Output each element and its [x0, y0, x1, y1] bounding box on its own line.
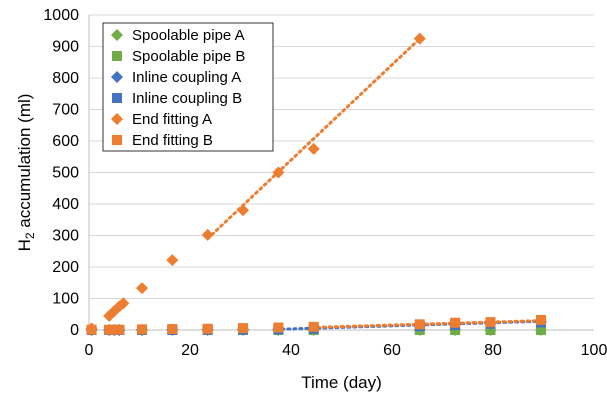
legend-label: End fitting A: [132, 111, 212, 128]
legend-marker: [112, 93, 122, 103]
legend-label: Spoolable pipe B: [132, 48, 245, 65]
legend-box: [102, 22, 274, 152]
data-point-end-fitting-b: [485, 317, 496, 328]
data-point-end-fitting-b: [104, 324, 115, 335]
x-tick-label: 20: [181, 342, 199, 359]
data-point-end-fitting-b: [273, 322, 284, 333]
legend-label: Inline coupling A: [132, 69, 241, 86]
data-point-end-fitting-b: [535, 314, 546, 325]
legend-label: Spoolable pipe A: [132, 27, 245, 44]
data-point-end-fitting-a: [272, 166, 285, 179]
legend-marker: [111, 71, 123, 83]
y-tick-label: 400: [52, 196, 79, 213]
legend-marker: [112, 51, 122, 61]
data-point-end-fitting-b: [137, 324, 148, 335]
y-tick-label: 900: [52, 39, 79, 56]
data-point-end-fitting-b: [414, 319, 425, 330]
y-tick-label: 500: [52, 165, 79, 182]
x-axis-title: Time (day): [301, 373, 382, 392]
data-point-end-fitting-b: [202, 323, 213, 334]
x-tick-label: 60: [383, 342, 401, 359]
x-tick-label: 0: [85, 342, 94, 359]
legend-marker: [111, 29, 123, 41]
x-tick-label: 100: [581, 342, 607, 359]
data-point-end-fitting-a: [413, 32, 426, 45]
y-tick-label: 800: [52, 70, 79, 87]
data-point-end-fitting-a: [201, 228, 214, 241]
x-tick-label: 40: [282, 342, 300, 359]
trendline-end-fitting-b: [309, 319, 545, 329]
y-tick-label: 700: [52, 102, 79, 119]
y-tick-label: 100: [52, 291, 79, 308]
data-point-end-fitting-b: [167, 324, 178, 335]
data-point-end-fitting-a: [166, 254, 179, 267]
y-axis-title: H2 accumulation (ml): [15, 94, 37, 252]
tick-labels: 0 100 200 300 400 500 600 700 800 900 1000 0 20 40 60 8…: [43, 7, 607, 359]
y-tick-label: 1000: [43, 7, 79, 24]
x-tick-label: 80: [484, 342, 502, 359]
data-point-end-fitting-b: [86, 324, 97, 335]
y-tick-label: 600: [52, 133, 79, 150]
data-point-end-fitting-a: [117, 297, 130, 310]
legend: Spoolable pipe A Spoolable pipe B Inline c…: [102, 22, 274, 152]
data-markers: [85, 32, 547, 336]
data-point-end-fitting-a: [237, 204, 250, 217]
data-point-end-fitting-b: [308, 321, 319, 332]
legend-label: Inline coupling B: [132, 90, 242, 107]
data-point-end-fitting-b: [114, 324, 125, 335]
data-point-end-fitting-a: [136, 282, 149, 295]
data-point-end-fitting-b: [450, 317, 461, 328]
y-tick-label: 200: [52, 259, 79, 276]
legend-label: End fitting B: [132, 132, 213, 149]
data-point-end-fitting-a: [307, 142, 320, 155]
legend-marker: [111, 113, 123, 125]
y-tick-label: 0: [70, 322, 79, 339]
y-tick-label: 300: [52, 228, 79, 245]
legend-marker: [112, 135, 122, 145]
data-point-spoolable-pipe-b: [535, 325, 546, 335]
data-point-end-fitting-b: [109, 324, 120, 335]
data-point-spoolable-pipe-b: [485, 325, 496, 335]
data-point-end-fitting-b: [238, 323, 249, 334]
